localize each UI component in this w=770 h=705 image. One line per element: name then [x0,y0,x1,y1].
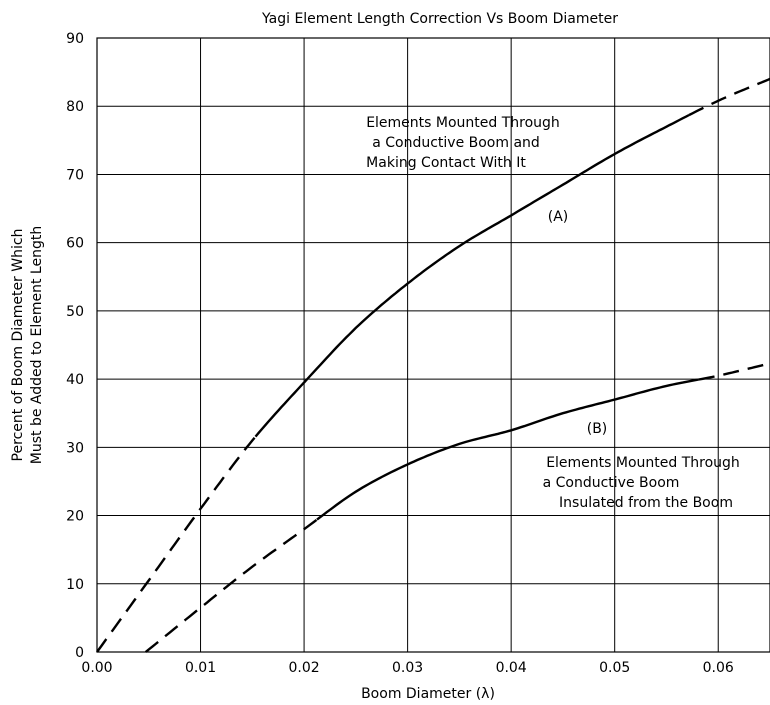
curves [96,77,770,653]
chart-title: Yagi Element Length Correction Vs Boom D… [261,11,618,27]
x-axis-label: Boom Diameter (λ) [361,686,495,702]
series-a-dashed-line [96,435,257,653]
annotation-a-line2: a Conductive Boom and [372,135,540,151]
y-tick-label: 30 [66,440,84,456]
annotation-a-line3: Making Contact With It [366,155,526,171]
y-tick-label: 20 [66,509,84,525]
series-b-label: (B) [587,421,608,437]
grid [97,37,770,652]
x-tick-labels: 0.00 0.01 0.02 0.03 0.04 0.05 0.06 [81,660,733,676]
series-a-solid-line [254,113,690,438]
y-tick-label: 90 [66,31,84,47]
x-tick-label: 0.03 [392,660,423,676]
x-tick-label: 0.06 [703,660,734,676]
series-b-dashed-line [144,518,318,653]
series-b-dashed-line [698,362,770,381]
y-tick-label: 50 [66,304,84,320]
annotation-b-line2: a Conductive Boom [543,475,680,491]
y-tick-label: 10 [66,577,84,593]
series-a-label: (A) [548,209,569,225]
series-b-solid-line [316,378,700,521]
y-axis-label-line2: Must be Added to Element Length [29,226,45,464]
y-tick-label: 80 [66,99,84,115]
y-tick-label: 0 [75,645,84,661]
x-tick-label: 0.00 [81,660,112,676]
annotation-b-line1: Elements Mounted Through [546,455,740,471]
y-tick-label: 70 [66,167,84,183]
y-axis-label-line1: Percent of Boom Diameter Which [10,229,26,462]
annotation-b-line3: Insulated from the Boom [559,495,733,511]
x-tick-label: 0.04 [496,660,527,676]
x-tick-label: 0.02 [288,660,319,676]
y-tick-label: 40 [66,372,84,388]
annotation-a-line1: Elements Mounted Through [366,115,560,131]
series-a-dashed-line [688,77,770,117]
y-tick-labels: 0 10 20 30 40 50 60 70 80 90 [66,31,84,661]
plot-frame [96,37,770,653]
x-tick-label: 0.01 [185,660,216,676]
y-tick-label: 60 [66,236,84,252]
x-tick-label: 0.05 [599,660,630,676]
